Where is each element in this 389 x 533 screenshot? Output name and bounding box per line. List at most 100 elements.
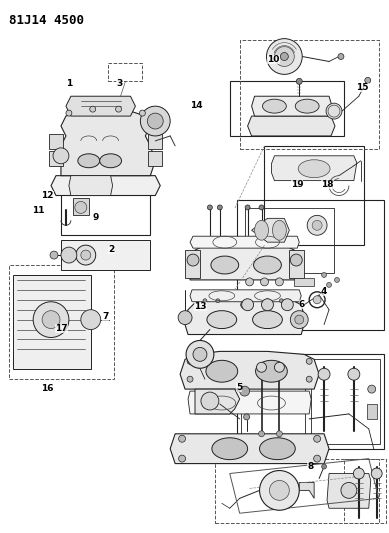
Ellipse shape [298,160,330,177]
Ellipse shape [295,99,319,113]
Circle shape [312,220,322,230]
Circle shape [81,250,91,260]
Circle shape [257,362,266,372]
Polygon shape [248,116,335,136]
Bar [61,166,150,235]
Circle shape [275,278,283,286]
Circle shape [338,53,344,60]
Circle shape [75,201,87,213]
Bar [311,359,380,444]
Polygon shape [49,151,63,166]
Ellipse shape [206,360,238,382]
Circle shape [245,205,250,210]
Text: 17: 17 [55,325,68,334]
Circle shape [244,414,250,420]
Circle shape [307,215,327,235]
Circle shape [259,471,299,510]
Polygon shape [185,250,200,278]
Polygon shape [73,198,89,215]
Circle shape [279,299,283,303]
Circle shape [371,468,382,479]
Circle shape [277,431,282,437]
Circle shape [201,392,219,410]
Ellipse shape [211,256,239,274]
Text: 5: 5 [236,383,242,392]
Circle shape [216,299,220,303]
Bar [344,458,385,523]
Circle shape [90,106,96,112]
Polygon shape [289,250,304,278]
Circle shape [178,311,192,325]
Circle shape [193,348,207,361]
Circle shape [187,358,193,364]
Polygon shape [252,219,289,242]
Circle shape [314,435,321,442]
Ellipse shape [272,220,286,240]
Bar [241,359,305,444]
Polygon shape [170,434,329,464]
Ellipse shape [78,154,100,168]
Text: 10: 10 [268,54,280,63]
Polygon shape [51,176,160,196]
Circle shape [261,299,273,311]
Bar [237,200,384,329]
Circle shape [280,53,288,60]
Circle shape [322,272,326,277]
Circle shape [217,205,222,210]
Ellipse shape [256,360,287,382]
Circle shape [50,251,58,259]
Text: 1: 1 [66,79,72,88]
Polygon shape [148,134,162,149]
Polygon shape [190,290,301,302]
Circle shape [139,110,145,116]
Circle shape [313,296,321,304]
Circle shape [245,278,254,286]
Ellipse shape [263,99,286,113]
Circle shape [203,299,207,303]
Bar [13,275,91,369]
Circle shape [318,368,330,380]
Circle shape [290,311,308,328]
Text: 3: 3 [116,79,122,88]
Circle shape [240,386,250,396]
Circle shape [81,310,101,329]
Polygon shape [69,176,112,196]
Polygon shape [252,96,332,116]
Bar [245,208,334,273]
Polygon shape [327,473,371,508]
Polygon shape [66,96,135,116]
Circle shape [261,278,268,286]
Circle shape [353,468,364,479]
Polygon shape [184,298,305,335]
Ellipse shape [252,311,282,328]
Circle shape [265,299,270,303]
Ellipse shape [212,438,248,459]
Bar [108,63,142,82]
Polygon shape [180,351,319,389]
Polygon shape [272,156,357,181]
Polygon shape [188,391,311,414]
Circle shape [296,78,302,84]
Circle shape [348,368,360,380]
Bar [215,458,378,523]
Text: 14: 14 [190,101,203,110]
Circle shape [241,301,249,309]
Circle shape [270,480,289,500]
Circle shape [242,299,254,311]
Bar [61,240,150,270]
Circle shape [187,376,193,382]
Circle shape [326,282,331,287]
Circle shape [76,245,96,265]
Circle shape [187,254,199,266]
Circle shape [306,358,312,364]
Circle shape [326,103,342,119]
Bar [265,146,364,245]
Circle shape [147,113,163,129]
Circle shape [66,110,72,116]
Circle shape [295,315,304,324]
Circle shape [341,482,357,498]
Ellipse shape [254,256,281,274]
Text: 6: 6 [299,300,305,309]
Text: 81J14 4500: 81J14 4500 [9,14,84,27]
Polygon shape [195,389,240,414]
